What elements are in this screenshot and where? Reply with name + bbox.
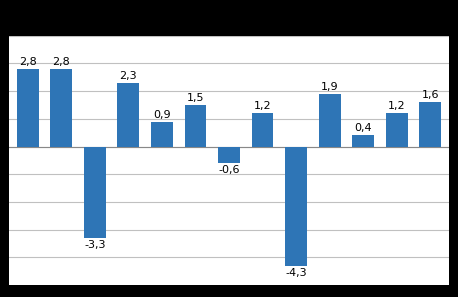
Bar: [185, 105, 207, 146]
Text: 2,8: 2,8: [52, 57, 70, 67]
Bar: [16, 69, 38, 146]
Bar: [151, 121, 173, 146]
Text: -3,3: -3,3: [84, 240, 105, 250]
Bar: [352, 135, 374, 146]
Bar: [84, 146, 106, 238]
Text: 1,6: 1,6: [422, 90, 439, 100]
Text: 1,5: 1,5: [187, 93, 204, 103]
Bar: [420, 102, 442, 146]
Bar: [117, 83, 139, 146]
Text: 0,4: 0,4: [354, 124, 372, 133]
Text: -0,6: -0,6: [218, 165, 240, 175]
Bar: [319, 94, 341, 146]
Bar: [386, 113, 408, 146]
Text: 2,8: 2,8: [19, 57, 37, 67]
Bar: [218, 146, 240, 163]
Text: 1,2: 1,2: [388, 101, 406, 111]
Text: -4,3: -4,3: [285, 268, 307, 278]
Bar: [251, 113, 273, 146]
Text: 1,2: 1,2: [254, 101, 272, 111]
Text: 2,3: 2,3: [120, 71, 137, 81]
Bar: [50, 69, 72, 146]
Text: 0,9: 0,9: [153, 110, 171, 120]
Text: 1,9: 1,9: [321, 82, 338, 92]
Bar: [285, 146, 307, 266]
